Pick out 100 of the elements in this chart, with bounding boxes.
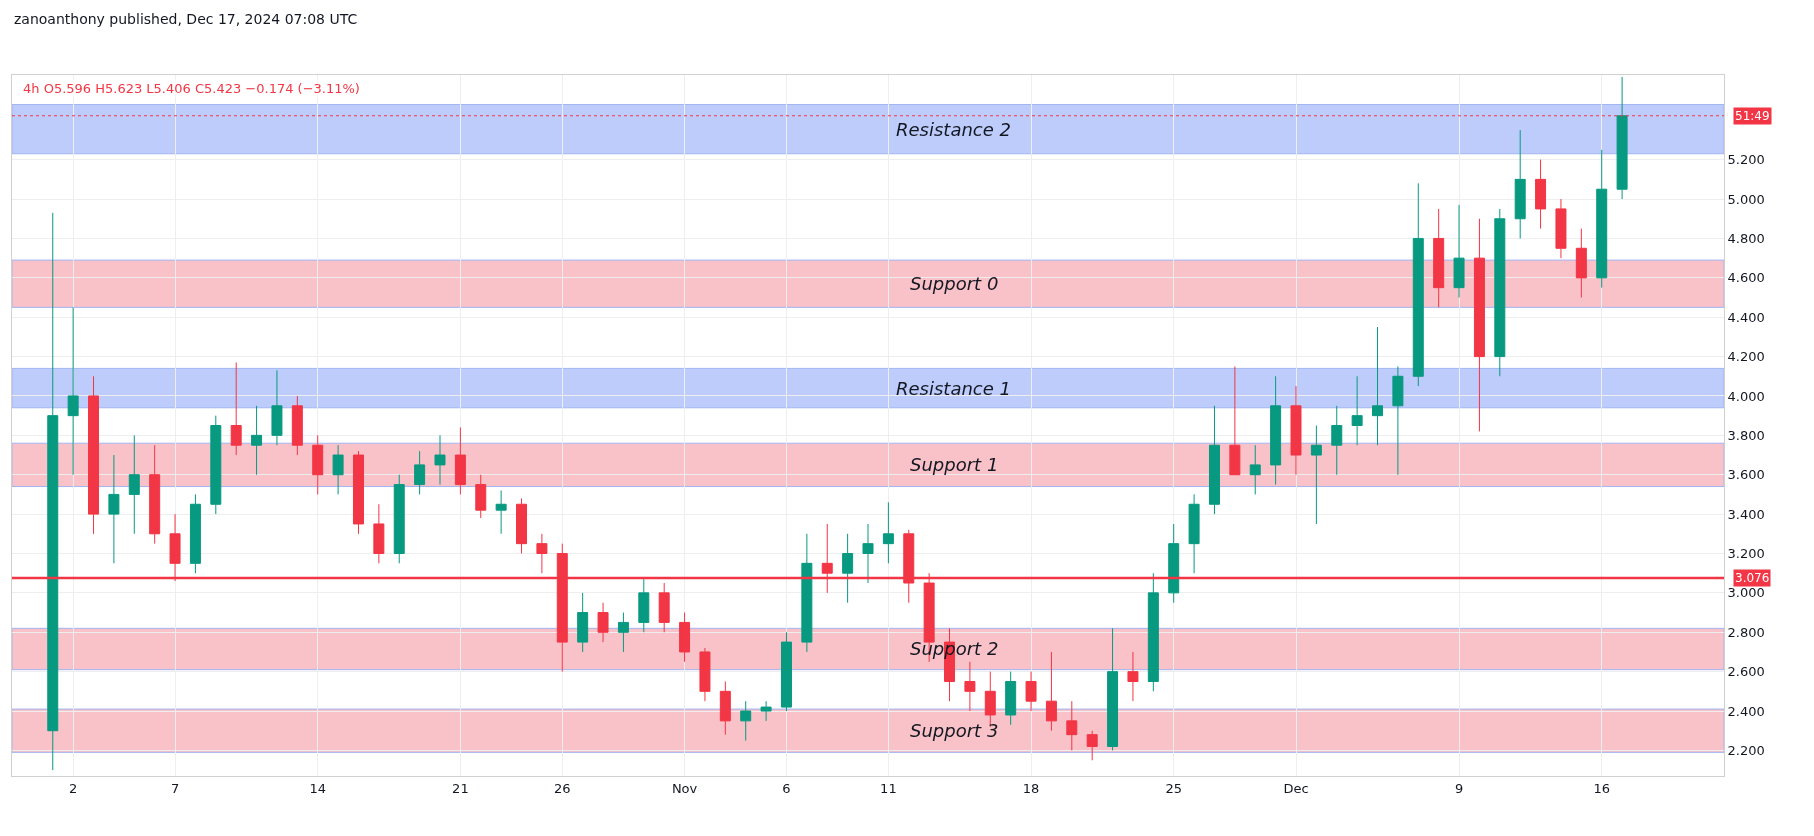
x-tick-label: 18 [1022,780,1040,796]
y-tick-label: 4.200 [1727,349,1765,365]
candlestick [128,434,140,535]
candlestick [1616,76,1628,200]
candlestick [1107,627,1119,751]
candlestick [1270,375,1282,486]
candlestick [210,415,222,515]
band-label: Support 0 [910,273,999,294]
y-tick-label: 2.200 [1727,742,1765,758]
candlestick [1005,671,1017,726]
candlestick [47,212,59,771]
candlestick [271,369,283,446]
candlestick [1290,385,1302,476]
y-tick-label: 3.000 [1727,585,1765,601]
y-tick-label: 3.400 [1727,506,1765,522]
candlestick [230,361,242,456]
candlestick [1412,182,1424,387]
x-tick-label: 21 [452,780,469,796]
candlestick [1249,444,1261,495]
candlestick [434,434,446,486]
candlestick [373,503,385,564]
candlestick [516,497,528,554]
candlestick [67,306,79,476]
y-tick-label: 2.800 [1727,624,1765,640]
band-label: Resistance 2 [896,119,1011,140]
candlestick [1473,218,1485,432]
ref-line-label: 3.076 [1735,571,1770,585]
candlestick [577,592,589,653]
candlestick [1392,365,1404,476]
x-tick-label: Nov [671,780,698,796]
candlestick [842,533,854,604]
x-tick-label: 9 [1454,780,1464,796]
candlestick [740,700,752,742]
candlestick [1127,651,1139,702]
text: 4h O5.596 H5.623 L5.406 C5.423 −0.174 (−3.11%) [23,81,360,96]
candlestick [312,434,324,495]
candlestick [679,612,691,663]
candlestick [454,426,466,495]
candlestick [189,493,201,574]
candlestick [1535,159,1547,230]
chart-title: zanoanthony published, Dec 17, 2024 07:08 UTC [14,11,358,27]
y-tick-label: 4.400 [1727,309,1765,325]
candlestick [251,405,263,476]
candlestick [699,647,711,702]
candlestick [332,444,344,495]
candlestick [352,450,364,535]
x-tick-label: 14 [309,780,326,796]
candlestick [1351,375,1363,446]
candlestick [414,450,426,495]
y-tick-label: 2.600 [1727,664,1765,680]
y-tick-label: 4.000 [1727,388,1765,404]
y-tick-label: 2.400 [1727,703,1765,719]
candlestick [862,523,874,584]
candlestick [1555,198,1567,259]
candlestick [149,444,161,545]
x-tick-label: Dec [1283,780,1309,796]
y-tick-label: 4.600 [1727,270,1765,286]
candlestick [108,454,120,564]
x-tick-label: 7 [170,780,180,796]
candlestick [393,474,405,564]
candlestick [658,582,670,633]
candlestick [964,661,976,712]
x-tick-label: 6 [782,780,791,796]
candlestick [760,700,772,722]
band-label: Resistance 1 [896,378,1011,399]
candlestick [1188,493,1200,574]
candlestick [801,533,813,653]
y-tick-label: 3.600 [1727,467,1765,483]
candlestick [1086,730,1098,761]
candlestick [597,602,609,643]
band-label: Support 3 [910,720,999,741]
candlestick [1208,405,1220,515]
candlestick [1045,651,1057,732]
candlestick [291,395,303,456]
candlestick [617,612,629,653]
candlestick [1575,228,1587,299]
x-tick-label: 11 [880,780,897,796]
candlestick [780,631,792,712]
candlestick [1494,208,1506,377]
candlestick [1372,326,1384,446]
y-tick-label: 3.200 [1727,546,1765,562]
candlestick [882,501,894,564]
candlestick [1331,405,1343,476]
y-tick-label: 4.800 [1727,230,1765,246]
x-tick-label: 2 [69,780,78,796]
x-tick-label: 26 [554,780,571,796]
y-tick-label: 5.000 [1727,191,1765,207]
text: 51:49 [1735,109,1770,123]
y-tick-label: 5.200 [1727,152,1765,168]
candlestick [1596,149,1608,289]
candlestick [1453,204,1465,299]
candlestick [1229,365,1241,476]
candlestick [495,489,507,535]
candlestick [1514,129,1526,239]
candlestick [475,474,487,519]
candlestick [536,533,548,574]
candlestick [1066,700,1078,751]
band-label: Support 1 [910,454,999,475]
x-tick-label: 16 [1593,780,1610,796]
candlestick [1025,671,1037,712]
